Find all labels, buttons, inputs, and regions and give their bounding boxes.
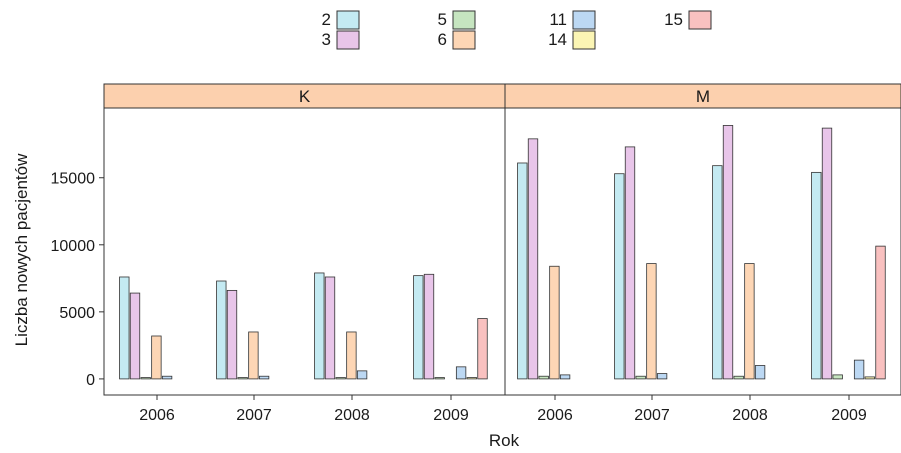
bar-m-2007-s2	[614, 173, 625, 380]
bar-m-2009-s11	[853, 359, 865, 380]
bar-m-2006-s11	[559, 374, 571, 380]
bar-m-2006-s2	[517, 162, 528, 380]
bar-m-2009-s5	[832, 374, 843, 380]
bar-m-2008-s6	[744, 263, 755, 380]
legend-label: 6	[438, 30, 447, 49]
y-tick-label: 15000	[51, 171, 96, 188]
bar-k-2009-s3	[423, 273, 435, 380]
bar-m-2007-s3	[624, 146, 636, 380]
bar-m-2007-s6	[646, 263, 657, 380]
legend-swatch	[452, 30, 476, 50]
panel-k: K 2006 2007 2008 2009	[103, 83, 506, 424]
bar-m-2008-s11	[754, 365, 766, 380]
y-tick-label: 0	[86, 372, 95, 389]
bar-k-2009-s5	[434, 377, 445, 380]
panel-strip	[103, 83, 506, 109]
legend-swatch	[688, 10, 712, 30]
bar-m-2006-s6	[549, 265, 560, 380]
bar-k-2006-s6	[151, 335, 162, 380]
bar-m-2009-s2	[811, 171, 822, 380]
legend-label: 14	[548, 30, 567, 49]
bar-m-2007-s11	[656, 373, 668, 380]
x-axis-title: Rok	[489, 431, 520, 450]
x-tick-label: 2008	[334, 407, 370, 424]
bar-m-2009-s14	[864, 376, 875, 380]
legend-swatch	[336, 30, 360, 50]
bar-m-2009-s15	[875, 245, 886, 380]
panel-frame	[103, 107, 506, 396]
y-axis-title: Liczba nowych pacjentów	[12, 153, 31, 347]
bar-k-2008-s2	[314, 272, 325, 380]
panel-strip	[504, 83, 901, 109]
bar-k-2007-s2	[216, 280, 227, 380]
bar-m-2008-s2	[712, 165, 723, 380]
panel-strip-label: K	[299, 87, 311, 106]
panel-strip-label: M	[696, 87, 710, 106]
x-tick-label: 2009	[433, 407, 469, 424]
bar-k-2008-s6	[346, 331, 357, 380]
y-tick-label: 10000	[51, 238, 96, 255]
legend-label: 2	[322, 10, 331, 29]
bar-k-2006-s3	[129, 292, 141, 380]
bar-m-2009-s3	[821, 127, 833, 380]
x-tick-label: 2007	[236, 407, 272, 424]
bar-m-2006-s5	[538, 375, 549, 380]
bar-m-2008-s3	[722, 125, 734, 380]
bar-k-2006-s5	[140, 377, 151, 380]
legend-swatch	[336, 10, 360, 30]
legend-label: 11	[549, 10, 567, 29]
bar-k-2009-s2	[413, 275, 424, 380]
bar-k-2008-s11	[356, 370, 368, 380]
legend-label: 3	[322, 30, 331, 49]
x-tick-label: 2008	[732, 407, 768, 424]
bar-k-2009-s11	[455, 366, 467, 380]
bar-k-2006-s11	[161, 375, 173, 380]
bar-k-2009-s15	[477, 318, 488, 380]
bar-k-2009-s14	[466, 377, 477, 380]
panel-frame	[504, 107, 901, 396]
legend-label: 5	[438, 10, 447, 29]
legend-label: 15	[664, 10, 683, 29]
x-tick-label: 2007	[634, 407, 670, 424]
bar-k-2008-s3	[324, 276, 336, 380]
bar-k-2008-s5	[335, 377, 346, 380]
bar-k-2007-s5	[237, 377, 248, 380]
panels: K 2006 2007 2008 2009 M 2006 2007 2008 2009	[103, 83, 901, 424]
x-tick-label: 2006	[139, 407, 175, 424]
x-tick-label: 2009	[831, 407, 867, 424]
panel-m: M 2006 2007 2008 2009	[504, 83, 901, 424]
legend-swatch	[572, 10, 596, 30]
bar-k-2007-s11	[258, 375, 270, 380]
bar-m-2006-s3	[527, 138, 539, 380]
y-tick-label: 5000	[59, 305, 95, 322]
legend-swatch	[572, 30, 596, 50]
legend-swatch	[452, 10, 476, 30]
bar-k-2007-s6	[248, 331, 259, 380]
x-tick-label: 2006	[537, 407, 573, 424]
y-axis: 0 5000 10000 15000	[51, 171, 104, 389]
bar-m-2007-s5	[635, 375, 646, 380]
bar-m-2008-s5	[733, 375, 744, 380]
bar-k-2007-s3	[226, 289, 238, 380]
bar-k-2006-s2	[119, 276, 130, 380]
